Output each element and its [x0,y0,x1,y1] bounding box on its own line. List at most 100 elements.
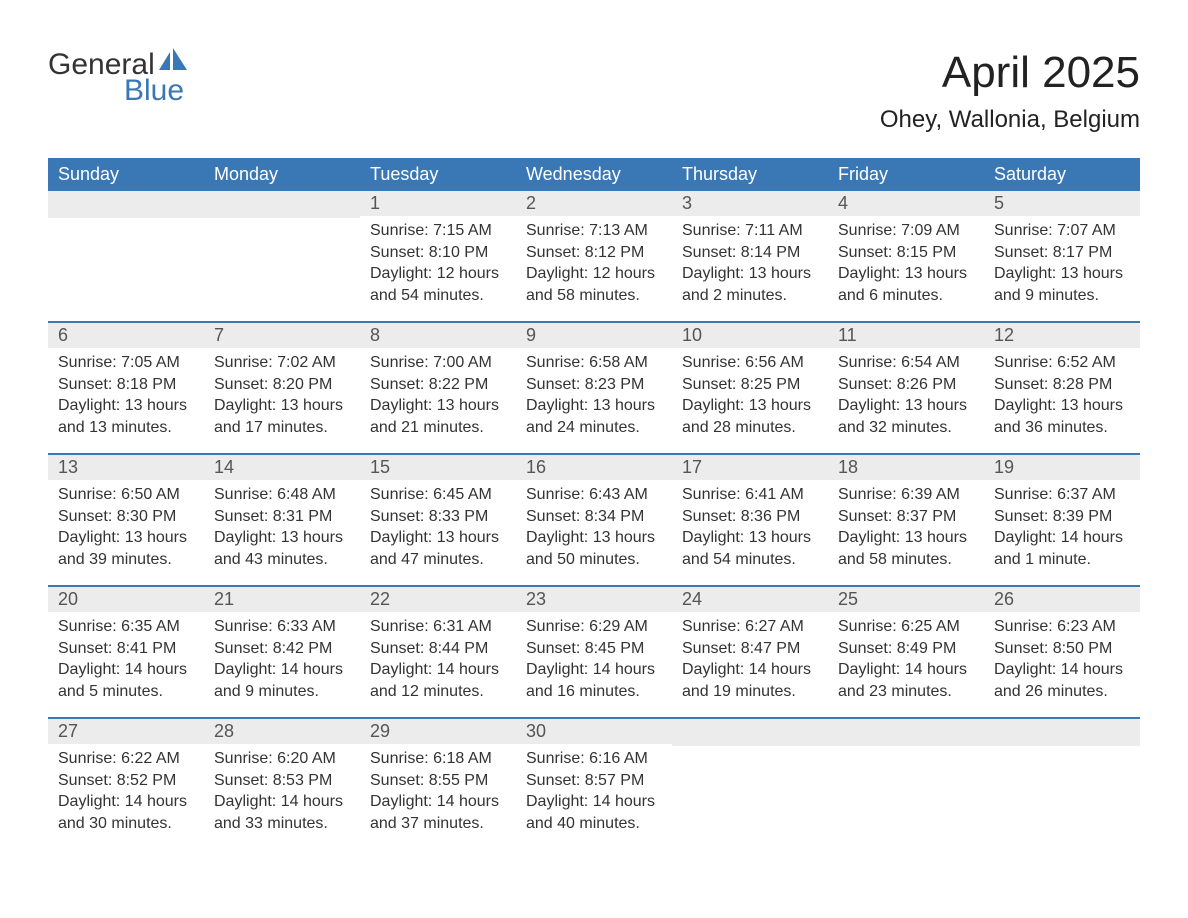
weeks-container: 1Sunrise: 7:15 AMSunset: 8:10 PMDaylight… [48,191,1140,849]
sunset-text: Sunset: 8:41 PM [58,638,194,660]
day-number [204,191,360,218]
calendar-day: 19Sunrise: 6:37 AMSunset: 8:39 PMDayligh… [984,455,1140,585]
day-number: 7 [204,323,360,348]
calendar-day: 21Sunrise: 6:33 AMSunset: 8:42 PMDayligh… [204,587,360,717]
calendar-day: 3Sunrise: 7:11 AMSunset: 8:14 PMDaylight… [672,191,828,321]
calendar-week: 6Sunrise: 7:05 AMSunset: 8:18 PMDaylight… [48,321,1140,453]
header: General Blue April 2025 Ohey, Wallonia, … [48,48,1140,134]
daylight-text: Daylight: 13 hours and 36 minutes. [994,395,1130,438]
day-content: Sunrise: 6:39 AMSunset: 8:37 PMDaylight:… [828,480,984,580]
calendar-week: 13Sunrise: 6:50 AMSunset: 8:30 PMDayligh… [48,453,1140,585]
sunrise-text: Sunrise: 6:16 AM [526,748,662,770]
day-content: Sunrise: 7:11 AMSunset: 8:14 PMDaylight:… [672,216,828,316]
sunrise-text: Sunrise: 7:09 AM [838,220,974,242]
day-number: 12 [984,323,1140,348]
calendar-day: 4 Sunrise: 7:09 AMSunset: 8:15 PMDaylight… [828,191,984,321]
sunrise-text: Sunrise: 6:27 AM [682,616,818,638]
sunrise-text: Sunrise: 6:25 AM [838,616,974,638]
day-content: Sunrise: 6:29 AMSunset: 8:45 PMDaylight:… [516,612,672,712]
calendar-day: 16Sunrise: 6:43 AMSunset: 8:34 PMDayligh… [516,455,672,585]
day-number: 22 [360,587,516,612]
day-content: Sunrise: 6:31 AMSunset: 8:44 PMDaylight:… [360,612,516,712]
sunset-text: Sunset: 8:36 PM [682,506,818,528]
daylight-text: Daylight: 13 hours and 28 minutes. [682,395,818,438]
page-subtitle: Ohey, Wallonia, Belgium [880,106,1140,134]
calendar-day: 12Sunrise: 6:52 AMSunset: 8:28 PMDayligh… [984,323,1140,453]
calendar-day: 28Sunrise: 6:20 AMSunset: 8:53 PMDayligh… [204,719,360,849]
day-number: 10 [672,323,828,348]
sunset-text: Sunset: 8:53 PM [214,770,350,792]
daylight-text: Daylight: 13 hours and 58 minutes. [838,527,974,570]
day-content: Sunrise: 6:54 AMSunset: 8:26 PMDaylight:… [828,348,984,448]
day-number [672,719,828,746]
calendar-day: 30Sunrise: 6:16 AMSunset: 8:57 PMDayligh… [516,719,672,849]
day-content: Sunrise: 6:18 AMSunset: 8:55 PMDaylight:… [360,744,516,844]
day-number: 5 [984,191,1140,216]
calendar-week: 27Sunrise: 6:22 AMSunset: 8:52 PMDayligh… [48,717,1140,849]
sunrise-text: Sunrise: 7:02 AM [214,352,350,374]
day-content: Sunrise: 7:13 AMSunset: 8:12 PMDaylight:… [516,216,672,316]
calendar-day: 22Sunrise: 6:31 AMSunset: 8:44 PMDayligh… [360,587,516,717]
daylight-text: Daylight: 13 hours and 50 minutes. [526,527,662,570]
daylight-text: Daylight: 14 hours and 5 minutes. [58,659,194,702]
calendar-day: 24Sunrise: 6:27 AMSunset: 8:47 PMDayligh… [672,587,828,717]
sunrise-text: Sunrise: 6:45 AM [370,484,506,506]
day-content: Sunrise: 7:07 AMSunset: 8:17 PMDaylight:… [984,216,1140,316]
calendar-day: 1Sunrise: 7:15 AMSunset: 8:10 PMDaylight… [360,191,516,321]
sunset-text: Sunset: 8:49 PM [838,638,974,660]
dayname-saturday: Saturday [984,158,1140,191]
day-number: 28 [204,719,360,744]
calendar-day: 14Sunrise: 6:48 AMSunset: 8:31 PMDayligh… [204,455,360,585]
day-number: 4 [828,191,984,216]
sunrise-text: Sunrise: 6:58 AM [526,352,662,374]
day-number: 24 [672,587,828,612]
day-content: Sunrise: 6:43 AMSunset: 8:34 PMDaylight:… [516,480,672,580]
sunset-text: Sunset: 8:45 PM [526,638,662,660]
calendar-day [984,719,1140,849]
day-content: Sunrise: 6:33 AMSunset: 8:42 PMDaylight:… [204,612,360,712]
sunrise-text: Sunrise: 6:37 AM [994,484,1130,506]
calendar-day: 17Sunrise: 6:41 AMSunset: 8:36 PMDayligh… [672,455,828,585]
sunrise-text: Sunrise: 6:29 AM [526,616,662,638]
dayname-row: Sunday Monday Tuesday Wednesday Thursday… [48,158,1140,191]
calendar-day: 13Sunrise: 6:50 AMSunset: 8:30 PMDayligh… [48,455,204,585]
day-content: Sunrise: 6:41 AMSunset: 8:36 PMDaylight:… [672,480,828,580]
daylight-text: Daylight: 13 hours and 6 minutes. [838,263,974,306]
sunrise-text: Sunrise: 6:50 AM [58,484,194,506]
calendar-day: 6Sunrise: 7:05 AMSunset: 8:18 PMDaylight… [48,323,204,453]
day-number: 18 [828,455,984,480]
dayname-thursday: Thursday [672,158,828,191]
sunset-text: Sunset: 8:15 PM [838,242,974,264]
day-content: Sunrise: 6:27 AMSunset: 8:47 PMDaylight:… [672,612,828,712]
day-content: Sunrise: 6:45 AMSunset: 8:33 PMDaylight:… [360,480,516,580]
day-content: Sunrise: 6:58 AMSunset: 8:23 PMDaylight:… [516,348,672,448]
logo: General Blue [48,48,189,106]
sunset-text: Sunset: 8:55 PM [370,770,506,792]
daylight-text: Daylight: 13 hours and 2 minutes. [682,263,818,306]
day-content: Sunrise: 6:52 AMSunset: 8:28 PMDaylight:… [984,348,1140,448]
logo-word2: Blue [124,76,189,106]
day-number: 20 [48,587,204,612]
sunrise-text: Sunrise: 6:20 AM [214,748,350,770]
sunset-text: Sunset: 8:34 PM [526,506,662,528]
sunset-text: Sunset: 8:30 PM [58,506,194,528]
sunset-text: Sunset: 8:17 PM [994,242,1130,264]
daylight-text: Daylight: 14 hours and 26 minutes. [994,659,1130,702]
sunset-text: Sunset: 8:18 PM [58,374,194,396]
sunset-text: Sunset: 8:22 PM [370,374,506,396]
sunrise-text: Sunrise: 7:15 AM [370,220,506,242]
title-block: April 2025 Ohey, Wallonia, Belgium [880,48,1140,134]
day-number: 6 [48,323,204,348]
daylight-text: Daylight: 13 hours and 43 minutes. [214,527,350,570]
calendar-day: 25Sunrise: 6:25 AMSunset: 8:49 PMDayligh… [828,587,984,717]
calendar-day [48,191,204,321]
day-content: Sunrise: 7:05 AMSunset: 8:18 PMDaylight:… [48,348,204,448]
sunrise-text: Sunrise: 6:41 AM [682,484,818,506]
day-number: 3 [672,191,828,216]
daylight-text: Daylight: 14 hours and 37 minutes. [370,791,506,834]
calendar-week: 20Sunrise: 6:35 AMSunset: 8:41 PMDayligh… [48,585,1140,717]
sunrise-text: Sunrise: 7:00 AM [370,352,506,374]
sunset-text: Sunset: 8:57 PM [526,770,662,792]
day-content: Sunrise: 7:15 AMSunset: 8:10 PMDaylight:… [360,216,516,316]
day-content: Sunrise: 7:00 AMSunset: 8:22 PMDaylight:… [360,348,516,448]
